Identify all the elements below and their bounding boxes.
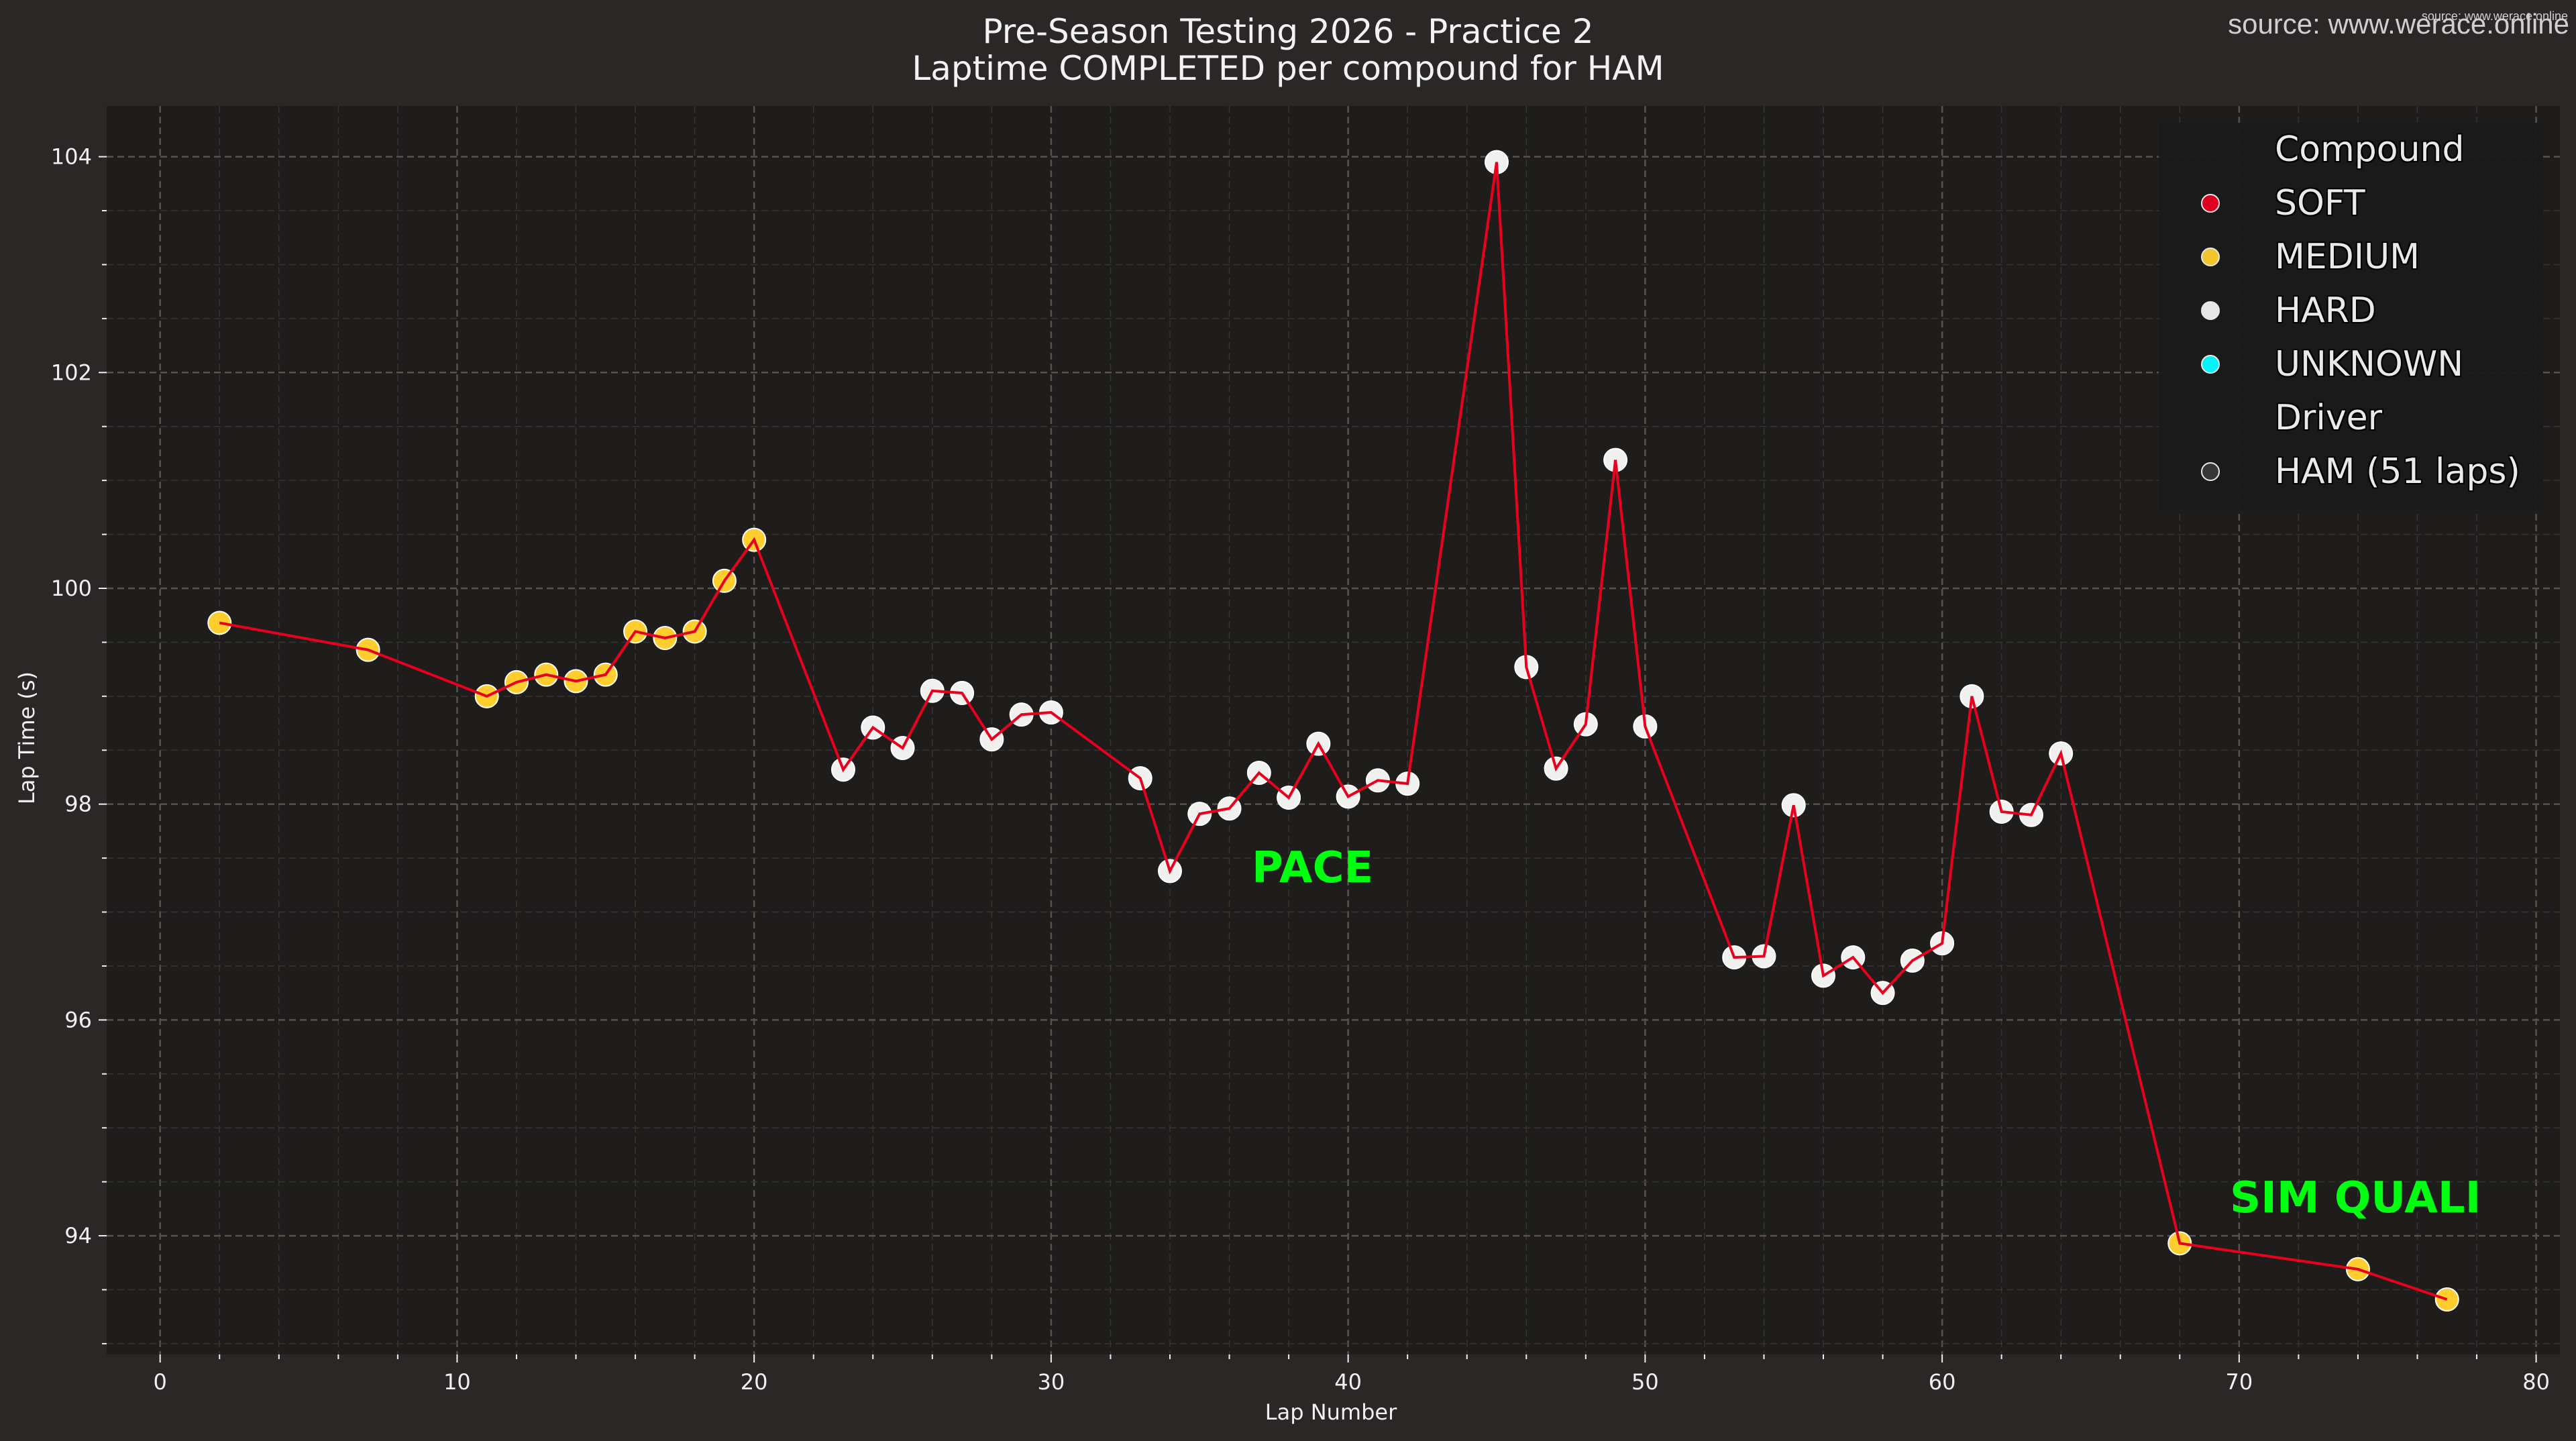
grid-lines (107, 106, 2560, 1354)
legend-item-unknown: UNKNOWN (2159, 337, 2543, 391)
x-tick-label: 40 (1334, 1369, 1362, 1395)
driver-marker-icon (2201, 462, 2220, 481)
legend-title: Driver (2275, 398, 2383, 438)
annotation-pace: PACE (1252, 843, 1374, 893)
laptime-polyline (219, 162, 2448, 1301)
legend-title: Compound (2275, 129, 2465, 170)
source-credit: source: www.werace.online (2228, 8, 2569, 40)
x-tick-label: 80 (2522, 1369, 2550, 1395)
hard-marker-icon (2201, 301, 2220, 320)
y-tick-label: 104 (51, 144, 92, 170)
axis-ticks: 0 10 20 30 40 50 60 70 80 94 96 98 100 102 104 (51, 144, 2550, 1395)
y-tick-label: 94 (64, 1223, 92, 1248)
legend-label: HAM (51 laps) (2275, 451, 2520, 492)
legend-driver-title: Driver (2159, 391, 2543, 445)
x-tick-label: 20 (741, 1369, 768, 1395)
legend-item-medium: MEDIUM (2159, 230, 2543, 284)
y-tick-label: 96 (64, 1007, 92, 1032)
x-tick-label: 10 (443, 1369, 471, 1395)
unknown-marker-icon (2201, 355, 2220, 374)
plot-area (107, 106, 2560, 1354)
x-tick-label: 0 (154, 1369, 167, 1395)
source-credit-small: source: www.werace.online (2421, 9, 2568, 23)
legend-label: SOFT (2275, 183, 2365, 223)
y-axis-label: Lap Time (s) (14, 671, 40, 805)
legend: Compound SOFT MEDIUM HARD UNKNOWN Driver… (2159, 123, 2543, 510)
annotation-sim-quali: SIM QUALI (2230, 1173, 2481, 1223)
legend-label: MEDIUM (2275, 237, 2420, 277)
legend-compound-title: Compound (2159, 123, 2543, 176)
x-tick-label: 50 (1631, 1369, 1659, 1395)
chart-title: Pre-Season Testing 2026 - Practice 2 (982, 12, 1594, 51)
soft-marker-icon (2201, 194, 2220, 213)
laptime-line (219, 162, 2448, 1301)
y-tick-label: 102 (51, 360, 92, 385)
x-tick-label: 60 (1929, 1369, 1956, 1395)
y-tick-label: 100 (51, 576, 92, 601)
legend-item-hard: HARD (2159, 284, 2543, 337)
x-tick-label: 30 (1038, 1369, 1065, 1395)
x-axis-label: Lap Number (1265, 1399, 1397, 1425)
legend-label: UNKNOWN (2275, 344, 2464, 384)
legend-label: HARD (2275, 290, 2376, 331)
x-tick-label: 70 (2225, 1369, 2253, 1395)
legend-item-soft: SOFT (2159, 176, 2543, 230)
y-tick-label: 98 (64, 792, 92, 817)
legend-item-driver: HAM (51 laps) (2159, 445, 2543, 498)
medium-marker-icon (2201, 248, 2220, 266)
chart-subtitle: Laptime COMPLETED per compound for HAM (912, 49, 1664, 88)
